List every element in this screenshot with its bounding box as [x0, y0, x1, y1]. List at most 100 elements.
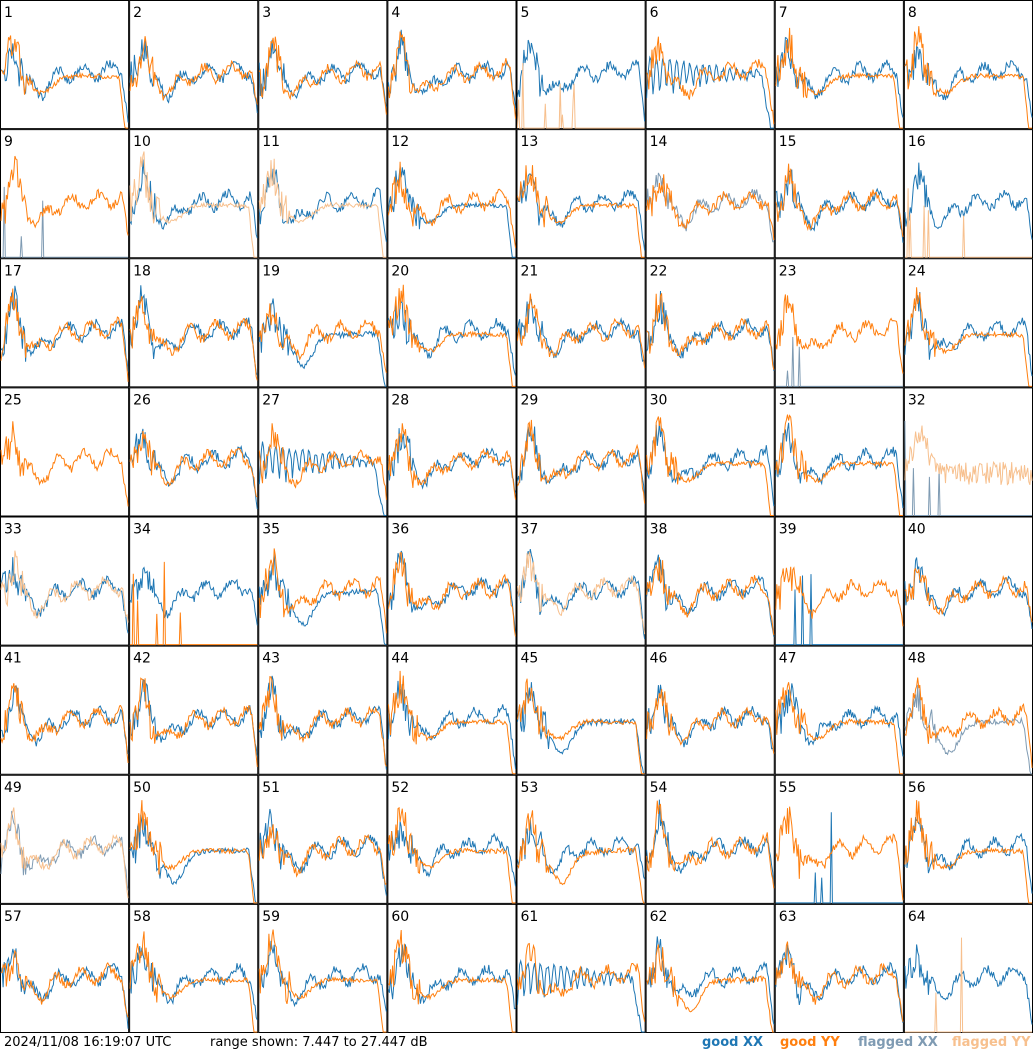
panel-label: 14	[650, 134, 668, 150]
series-yy-good	[904, 567, 1033, 623]
series-yy-good	[775, 27, 903, 129]
panel-border	[0, 387, 130, 517]
series-yy-good	[517, 942, 646, 1022]
series-xx-good	[258, 675, 387, 770]
series-xx-good	[0, 43, 129, 123]
panel-label: 33	[4, 522, 22, 538]
panel-label: 23	[779, 263, 797, 279]
panel-border	[387, 387, 517, 517]
series-yy-good	[0, 288, 129, 382]
panel-border	[129, 516, 259, 646]
series-yy-flagged	[0, 550, 129, 623]
panel-53: 53	[516, 774, 646, 904]
series-yy-good	[129, 430, 258, 498]
panel-label: 20	[391, 263, 409, 279]
series-yy-good	[129, 296, 258, 381]
panel-border	[516, 0, 646, 130]
series-xx-good	[904, 291, 1033, 377]
series-xx-good	[517, 298, 646, 367]
panel-label: 32	[908, 392, 926, 408]
panel-14: 14	[645, 129, 775, 259]
panel-label: 8	[908, 5, 917, 21]
panel-6: 6	[645, 0, 775, 130]
panel-50: 50	[129, 774, 259, 904]
panel-label: 40	[908, 522, 926, 538]
panel-border	[516, 774, 646, 904]
series-yy-good	[646, 36, 775, 125]
panel-label: 4	[391, 5, 400, 21]
panel-47: 47	[774, 645, 904, 775]
legend-good-xx: good XX	[702, 1035, 764, 1050]
panel-label: 46	[650, 651, 668, 667]
panel-border	[516, 258, 646, 388]
panel-label: 64	[908, 909, 926, 925]
footer-bar: 2024/11/08 16:19:07 UTC range shown: 7.4…	[0, 1033, 1033, 1053]
series-xx-flagged	[646, 172, 774, 243]
panel-16: 16	[903, 129, 1033, 259]
series-xx-flagged	[904, 420, 1032, 516]
series-xx-good	[517, 819, 646, 880]
panel-border	[129, 903, 259, 1033]
panel-border	[129, 258, 259, 388]
panel-border	[645, 129, 775, 259]
series-xx-good	[387, 680, 516, 770]
panel-border	[258, 516, 388, 646]
panel-label: 58	[133, 909, 151, 925]
panel-label: 48	[908, 651, 926, 667]
panel-label: 44	[391, 651, 409, 667]
panel-border	[387, 903, 517, 1033]
series-yy-good	[258, 676, 387, 767]
series-yy-good	[517, 419, 646, 504]
series-xx-good	[775, 944, 904, 1023]
series-yy-good	[258, 423, 387, 500]
panel-label: 34	[133, 522, 151, 538]
series-yy-flagged	[258, 158, 387, 258]
series-yy-good	[646, 416, 774, 516]
panel-border	[645, 645, 775, 775]
panel-border	[774, 129, 904, 259]
series-yy-good	[904, 677, 1033, 768]
panel-label: 56	[908, 780, 926, 796]
panel-61: 61	[516, 903, 646, 1033]
panel-border	[387, 645, 517, 775]
series-xx-good	[258, 39, 387, 108]
panel-border	[645, 0, 775, 130]
panel-border	[645, 387, 775, 517]
panel-label: 6	[650, 5, 659, 21]
panel-34: 34	[129, 516, 259, 646]
series-yy-good	[0, 421, 129, 507]
panel-label: 11	[262, 134, 280, 150]
timestamp: 2024/11/08 16:19:07 UTC	[4, 1035, 172, 1050]
legend-flagged-yy: flagged YY	[952, 1035, 1031, 1050]
panel-57: 57	[0, 903, 130, 1033]
series-yy-good	[775, 806, 904, 901]
series-yy-good	[517, 810, 645, 904]
panel-15: 15	[774, 129, 904, 259]
series-xx-good	[387, 821, 516, 887]
panel-33: 33	[0, 516, 130, 646]
panel-border	[129, 645, 259, 775]
panel-46: 46	[645, 645, 775, 775]
panel-label: 51	[262, 780, 280, 796]
panel-26: 26	[129, 387, 259, 517]
series-yy-flagged	[517, 62, 645, 129]
panel-border	[258, 774, 388, 904]
series-xx-good	[904, 816, 1033, 894]
panel-label: 31	[779, 392, 797, 408]
panel-border	[0, 258, 130, 388]
series-yy-good	[904, 287, 1032, 387]
panel-label: 37	[521, 522, 539, 538]
series-yy-good	[517, 293, 646, 369]
series-xx-good	[775, 812, 903, 904]
series-xx-good	[646, 936, 775, 1025]
panel-38: 38	[645, 516, 775, 646]
panel-48: 48	[903, 645, 1033, 775]
panel-label: 57	[4, 909, 22, 925]
panel-3: 3	[258, 0, 388, 130]
panel-border	[0, 645, 130, 775]
panel-label: 53	[521, 780, 539, 796]
series-xx-good	[387, 166, 516, 258]
panel-border	[645, 774, 775, 904]
panel-border	[516, 387, 646, 517]
